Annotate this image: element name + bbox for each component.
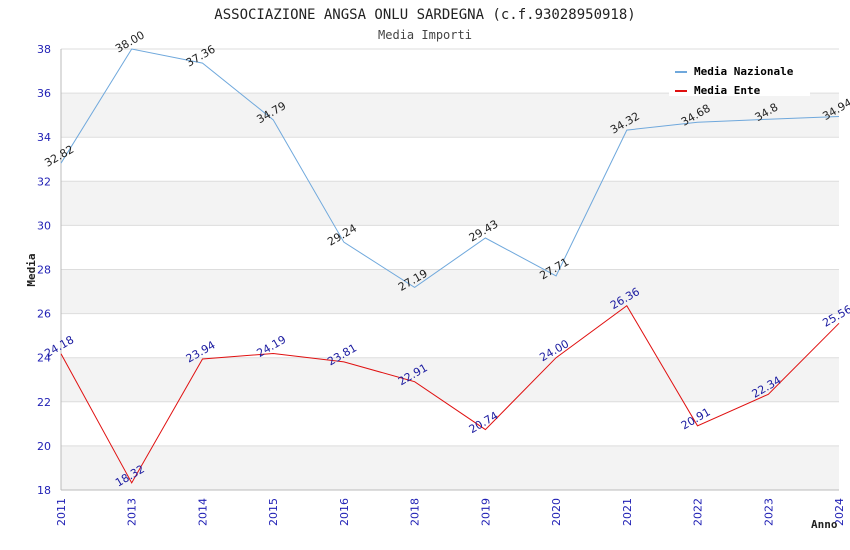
grid-band [61,445,839,490]
y-tick-label: 32 [37,175,51,188]
y-tick-label: 20 [37,440,51,453]
data-label: 20.74 [467,409,501,436]
x-tick-label: 2016 [338,498,351,526]
y-tick-label: 26 [37,308,51,321]
x-tick-labels: 2011 2013 2014 2015 2016 2018 2019 2020 2021 2022… [55,498,846,526]
x-tick-label: 2018 [409,498,422,526]
data-label: 37.36 [184,43,218,70]
x-tick-label: 2014 [196,498,209,526]
grid-band [61,181,839,226]
y-tick-label: 28 [37,264,51,277]
series-lines [60,48,840,484]
x-tick-label: 2023 [762,498,775,526]
axes [60,49,839,491]
y-tick-label: 24 [37,352,51,365]
x-tick-label: 2020 [550,498,563,526]
y-tick-label: 22 [37,396,51,409]
series-line-media-nazionale [60,48,840,289]
y-tick-label: 34 [37,131,51,144]
chart-subtitle: Media Importi [378,28,472,42]
y-tick-label: 18 [37,484,51,497]
y-tick-labels: 18 20 22 24 26 28 30 32 34 36 38 [37,43,51,497]
x-tick-label: 2024 [833,498,846,526]
data-label: 32.82 [42,143,76,170]
grid-band [61,93,839,138]
grid-band [61,269,839,314]
grid-bands [61,93,839,490]
series-line-media-ente [60,304,840,484]
grid-band [61,357,839,402]
legend-box [669,60,810,96]
x-tick-label: 2015 [267,498,280,526]
y-tick-label: 30 [37,219,51,232]
y-tick-label: 36 [37,87,51,100]
chart-title: ASSOCIAZIONE ANGSA ONLU SARDEGNA (c.f.93… [214,7,635,23]
data-label: 24.19 [255,333,289,360]
legend-label-media-ente: Media Ente [694,84,761,97]
x-tick-label: 2022 [692,498,705,526]
y-axis-label: Media [25,253,38,286]
x-tick-label: 2019 [479,498,492,526]
data-label: 20.91 [679,405,713,432]
x-tick-label: 2011 [55,498,68,526]
x-tick-label: 2021 [621,498,634,526]
x-tick-label: 2013 [126,498,139,526]
legend-label-media-nazionale: Media Nazionale [694,65,794,78]
y-tick-label: 38 [37,43,51,56]
legend: Media Nazionale Media Ente [669,60,810,97]
data-label: 24.18 [42,333,76,360]
x-axis-label: Anno [811,518,838,531]
